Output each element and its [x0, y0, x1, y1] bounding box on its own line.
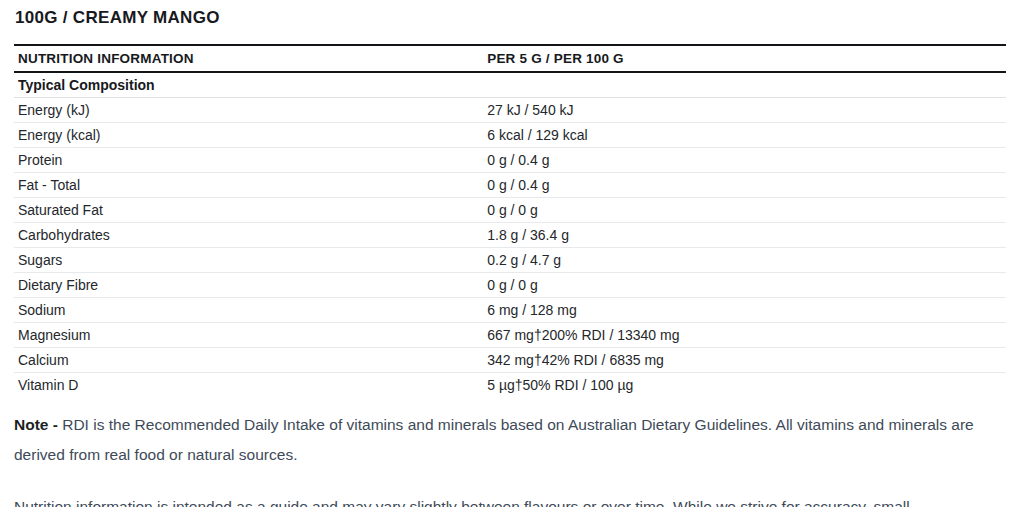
row-label: Saturated Fat: [14, 198, 483, 223]
row-label: Energy (kcal): [14, 123, 483, 148]
row-label: Protein: [14, 148, 483, 173]
row-value: 6 kcal / 129 kcal: [483, 123, 1006, 148]
section-label: Typical Composition: [14, 72, 1006, 98]
row-label: Calcium: [14, 348, 483, 373]
section-row: Typical Composition: [14, 72, 1006, 98]
row-value: 0 g / 0.4 g: [483, 173, 1006, 198]
row-label: Magnesium: [14, 323, 483, 348]
header-col-per-serving: PER 5 G / PER 100 G: [483, 45, 1006, 72]
row-value: 27 kJ / 540 kJ: [483, 98, 1006, 123]
table-row: Sugars0.2 g / 4.7 g: [14, 248, 1006, 273]
row-value: 0.2 g / 4.7 g: [483, 248, 1006, 273]
page-title: 100G / CREAMY MANGO: [15, 7, 1006, 29]
row-label: Sugars: [14, 248, 483, 273]
table-row: Magnesium667 mg†200% RDI / 13340 mg: [14, 323, 1006, 348]
table-row: Saturated Fat0 g / 0 g: [14, 198, 1006, 223]
row-value: 0 g / 0 g: [483, 273, 1006, 298]
table-row: Calcium342 mg†42% RDI / 6835 mg: [14, 348, 1006, 373]
table-body: Typical Composition Energy (kJ)27 kJ / 5…: [14, 72, 1006, 397]
table-row: Energy (kJ)27 kJ / 540 kJ: [14, 98, 1006, 123]
row-value: 0 g / 0 g: [483, 198, 1006, 223]
nutrition-table: NUTRITION INFORMATION PER 5 G / PER 100 …: [14, 44, 1006, 397]
row-label: Vitamin D: [14, 373, 483, 398]
disclaimer-paragraph: Nutrition information is intended as a g…: [14, 492, 996, 507]
table-header-row: NUTRITION INFORMATION PER 5 G / PER 100 …: [14, 45, 1006, 72]
table-row: Energy (kcal)6 kcal / 129 kcal: [14, 123, 1006, 148]
row-value: 0 g / 0.4 g: [483, 148, 1006, 173]
table-row: Protein0 g / 0.4 g: [14, 148, 1006, 173]
note-text: RDI is the Recommended Daily Intake of v…: [14, 416, 974, 463]
row-value: 5 µg†50% RDI / 100 µg: [483, 373, 1006, 398]
row-label: Energy (kJ): [14, 98, 483, 123]
row-value: 6 mg / 128 mg: [483, 298, 1006, 323]
table-row: Fat - Total0 g / 0.4 g: [14, 173, 1006, 198]
table-row: Vitamin D5 µg†50% RDI / 100 µg: [14, 373, 1006, 398]
note-label: Note -: [14, 416, 58, 433]
header-col-nutrition-information: NUTRITION INFORMATION: [14, 45, 483, 72]
row-label: Sodium: [14, 298, 483, 323]
row-label: Dietary Fibre: [14, 273, 483, 298]
row-label: Carbohydrates: [14, 223, 483, 248]
note-paragraph: Note - RDI is the Recommended Daily Inta…: [14, 410, 996, 470]
notes-section: Note - RDI is the Recommended Daily Inta…: [14, 410, 996, 507]
row-value: 667 mg†200% RDI / 13340 mg: [483, 323, 1006, 348]
table-row: Sodium6 mg / 128 mg: [14, 298, 1006, 323]
nutrition-page: 100G / CREAMY MANGO NUTRITION INFORMATIO…: [0, 0, 1024, 507]
row-value: 1.8 g / 36.4 g: [483, 223, 1006, 248]
row-label: Fat - Total: [14, 173, 483, 198]
table-row: Carbohydrates1.8 g / 36.4 g: [14, 223, 1006, 248]
row-value: 342 mg†42% RDI / 6835 mg: [483, 348, 1006, 373]
table-row: Dietary Fibre0 g / 0 g: [14, 273, 1006, 298]
